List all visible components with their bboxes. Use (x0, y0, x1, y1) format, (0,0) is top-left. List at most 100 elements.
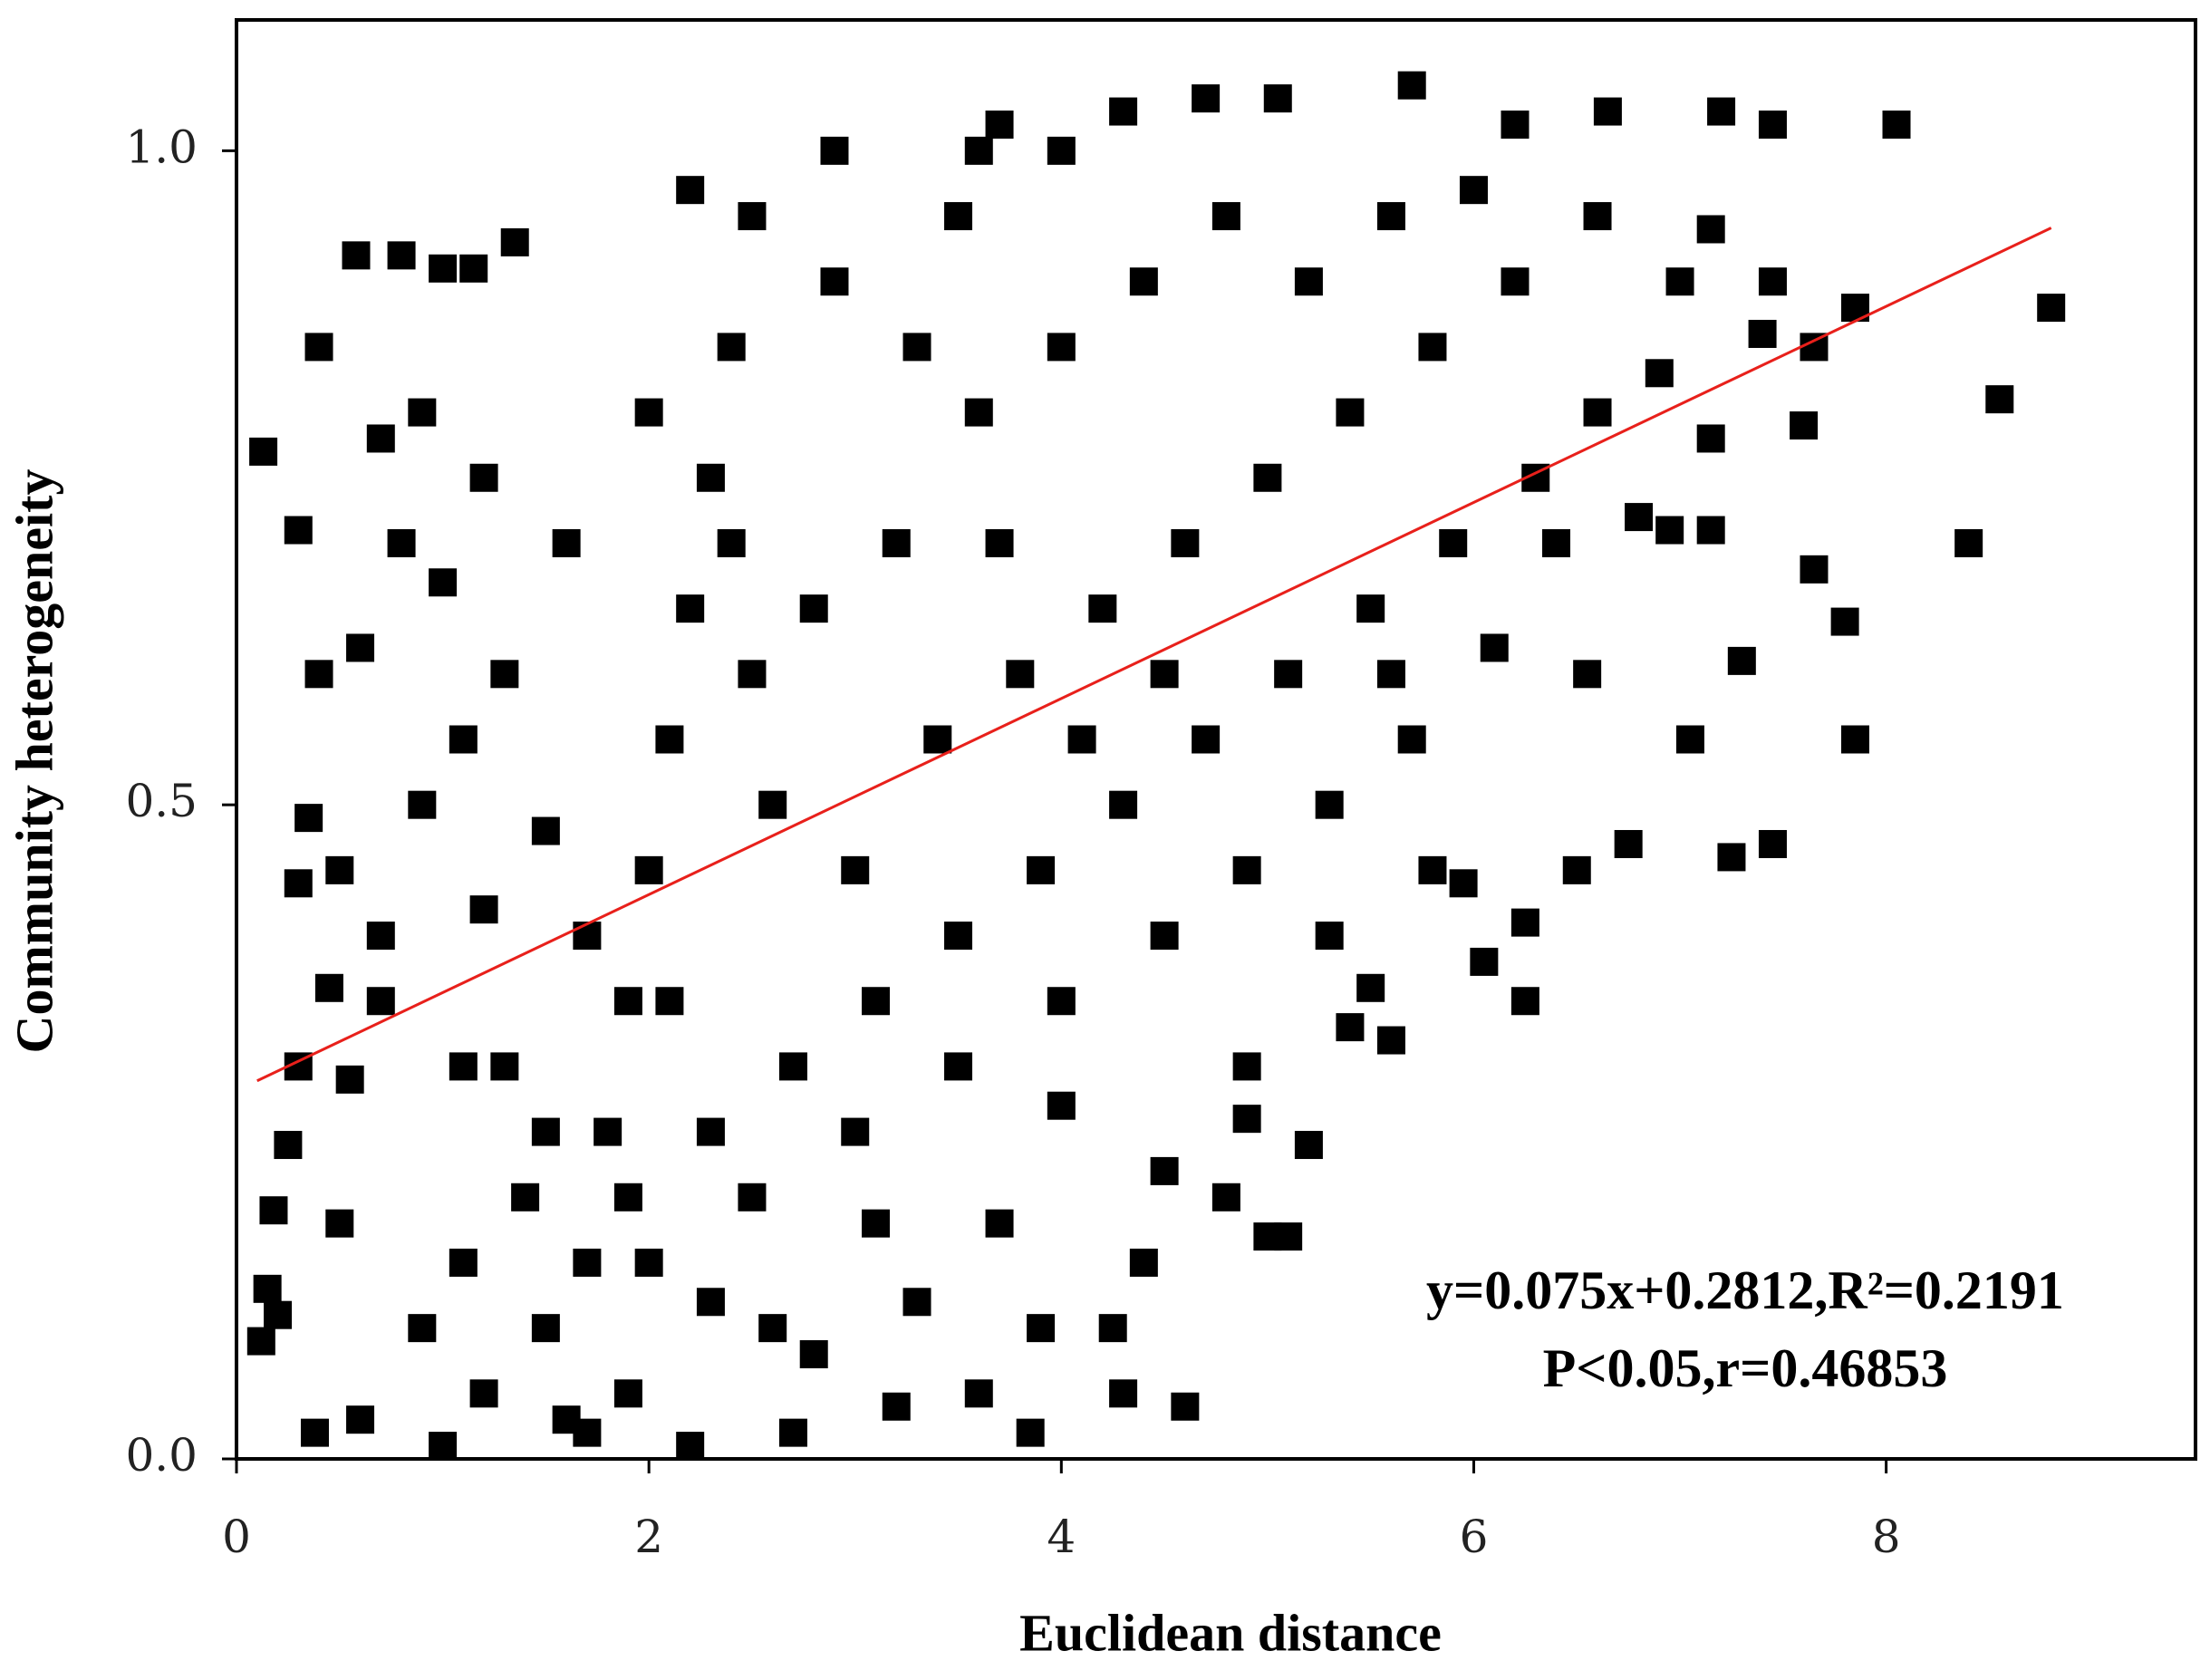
point (408, 790, 437, 819)
point (1583, 398, 1612, 427)
point (469, 1379, 498, 1408)
point (1397, 725, 1426, 754)
point (964, 398, 993, 427)
point (676, 594, 705, 623)
point (249, 437, 278, 466)
point (1758, 829, 1787, 858)
point (882, 528, 911, 557)
point (820, 136, 849, 165)
point (1696, 424, 1725, 453)
point (304, 333, 333, 362)
point (429, 1432, 458, 1459)
plot-area (246, 71, 2066, 1459)
point (944, 922, 973, 951)
point (1717, 843, 1746, 872)
point (676, 1432, 705, 1459)
point (573, 1248, 602, 1277)
point (1439, 528, 1468, 557)
point (1748, 319, 1777, 348)
point (429, 254, 458, 283)
point (1625, 503, 1654, 532)
point (738, 660, 767, 689)
point (1376, 660, 1405, 689)
point (1088, 594, 1117, 623)
point (429, 568, 458, 597)
point (1253, 1222, 1282, 1251)
y-tick-label: 0.0 (125, 1429, 198, 1482)
point (264, 1300, 293, 1329)
point (1614, 829, 1643, 858)
x-tick-label: 4 (1047, 1511, 1076, 1563)
point (1645, 359, 1674, 388)
plot-frame (235, 18, 2197, 1461)
point (841, 855, 870, 884)
point (1171, 1392, 1200, 1421)
point (1171, 528, 1200, 557)
point (1470, 947, 1499, 976)
point (634, 1248, 663, 1277)
point (1418, 855, 1447, 884)
point (449, 725, 478, 754)
point (1727, 646, 1756, 675)
point (1985, 385, 2014, 414)
point (1480, 633, 1509, 662)
point (1882, 110, 1911, 139)
point (964, 136, 993, 165)
point (1047, 987, 1076, 1016)
point (408, 1314, 437, 1343)
point (1109, 97, 1138, 126)
point (490, 660, 519, 689)
x-tick-label: 2 (634, 1511, 663, 1563)
point (1675, 725, 1704, 754)
point (1593, 97, 1622, 126)
point (1274, 660, 1303, 689)
point (841, 1117, 870, 1146)
point (459, 254, 488, 283)
point (1027, 855, 1056, 884)
point (696, 463, 725, 492)
point (294, 804, 323, 833)
point (1376, 1026, 1405, 1055)
point (613, 987, 642, 1016)
point (366, 922, 395, 951)
point (634, 855, 663, 884)
point (1696, 516, 1725, 545)
point (1758, 267, 1787, 296)
point (1336, 398, 1365, 427)
y-axis-title: Community heterogeneity (5, 469, 63, 1054)
point (1696, 215, 1725, 244)
point (573, 922, 602, 951)
point (408, 398, 437, 427)
point (1294, 1131, 1323, 1160)
point (1150, 922, 1179, 951)
point (985, 110, 1014, 139)
point (861, 1209, 890, 1238)
fit-line (256, 227, 2052, 1083)
point (552, 528, 581, 557)
point (944, 1052, 973, 1081)
point (1211, 202, 1240, 231)
point (469, 463, 498, 492)
point (1129, 1248, 1158, 1277)
point (1583, 202, 1612, 231)
point (1315, 790, 1344, 819)
point (1315, 922, 1344, 951)
point (1573, 660, 1602, 689)
point (594, 1117, 622, 1146)
point (1263, 84, 1292, 113)
point (1109, 790, 1138, 819)
point (304, 660, 333, 689)
point (346, 1405, 375, 1434)
point (717, 528, 746, 557)
point (758, 790, 787, 819)
point (717, 333, 746, 362)
point (1510, 987, 1539, 1016)
point (1253, 463, 1282, 492)
point (1840, 725, 1869, 754)
point (1790, 411, 1819, 440)
x-tick-label: 8 (1872, 1511, 1901, 1563)
point (1758, 110, 1787, 139)
point (634, 398, 663, 427)
point (758, 1314, 787, 1343)
